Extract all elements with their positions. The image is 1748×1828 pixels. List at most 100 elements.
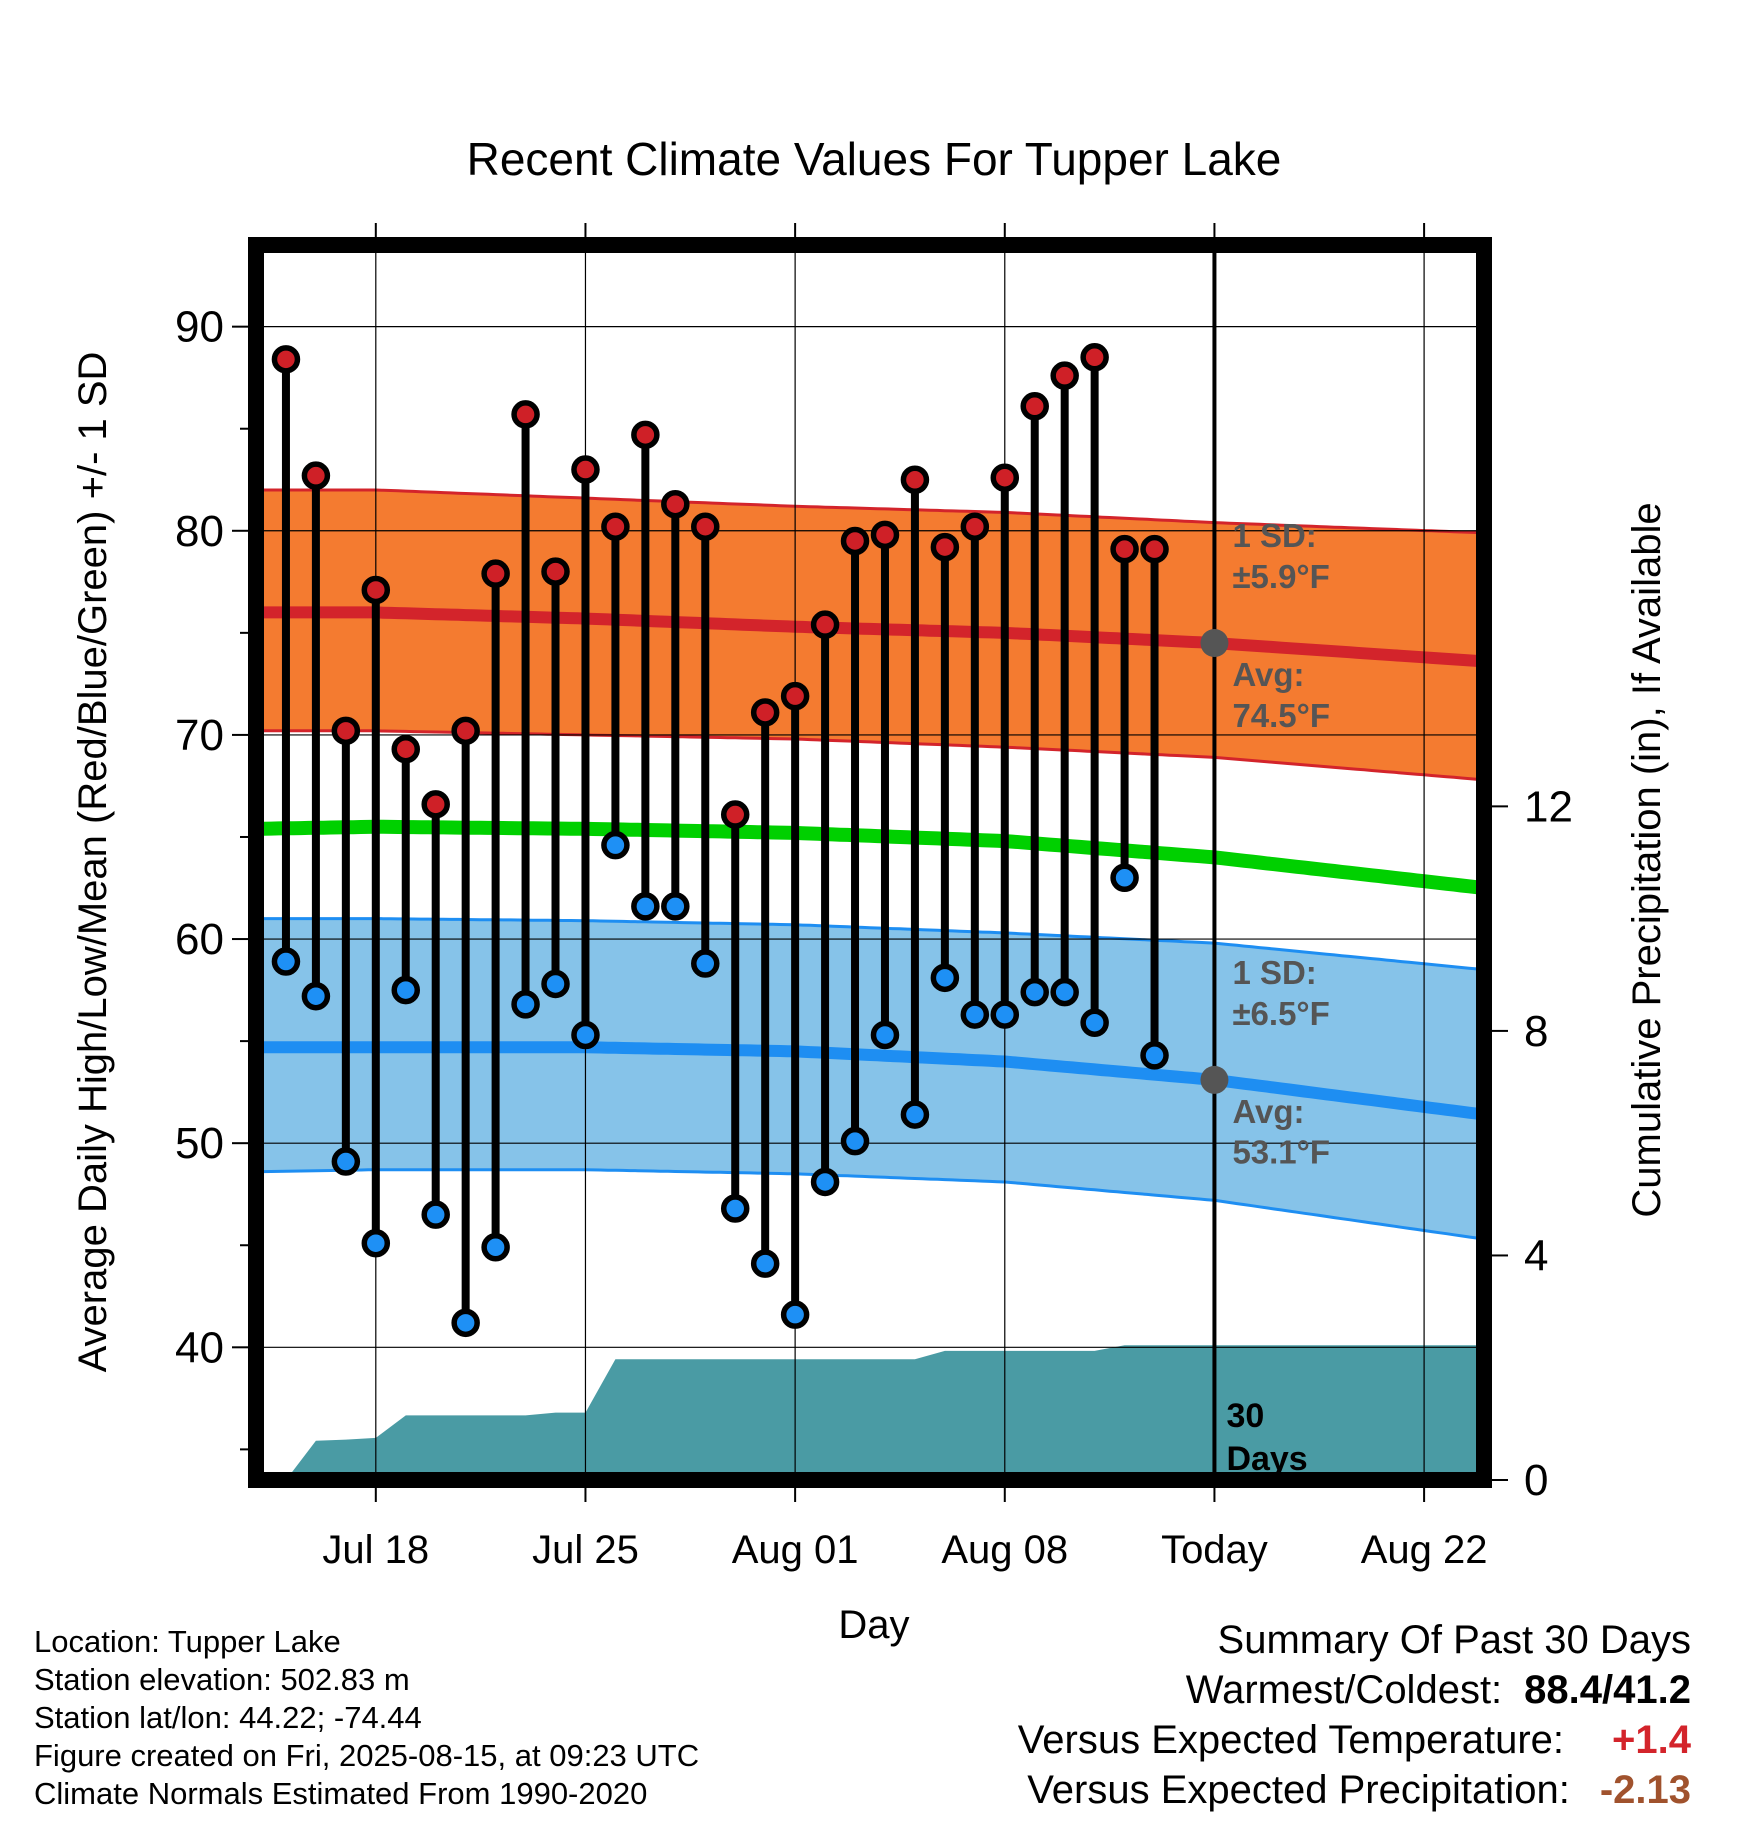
- low-dot: [840, 1126, 870, 1156]
- low-dot: [601, 830, 630, 860]
- mean-avg-line: [255, 819, 1485, 895]
- high-dot: [1140, 534, 1169, 564]
- plot-frame: [248, 237, 1492, 1488]
- low-dot: [451, 1308, 480, 1338]
- high-dot: [930, 532, 960, 562]
- low-dot: [391, 975, 421, 1005]
- low-dot: [1080, 1008, 1109, 1037]
- low-sd-band: [256, 918, 1484, 1240]
- low-dot: [571, 1020, 600, 1050]
- high-dot: [691, 512, 720, 541]
- precip-label: Versus Expected Precipitation:: [1027, 1768, 1570, 1812]
- low-dot: [1110, 863, 1139, 893]
- days-count: 30: [1226, 1397, 1264, 1435]
- y-tick-label: 50: [175, 1119, 224, 1168]
- high-dot: [960, 512, 990, 541]
- y2-tick-label: 8: [1524, 1007, 1548, 1056]
- summary-precip: Versus Expected Precipitation: -2.13: [1027, 1768, 1691, 1813]
- low-sd-band-lower-edge: [255, 1168, 1485, 1241]
- temp-value: +1.4: [1612, 1718, 1691, 1762]
- y2-tick-label: 12: [1524, 782, 1573, 831]
- low-dot: [870, 1020, 900, 1050]
- location-label: Location: Tupper Lake: [34, 1624, 341, 1659]
- y2-tick-label: 0: [1524, 1456, 1548, 1505]
- elevation-label: Station elevation: 502.83 m: [34, 1662, 410, 1697]
- y-tick-label: 70: [175, 711, 224, 760]
- x-tick-label: Jul 25: [532, 1528, 639, 1572]
- y-tick-label: 40: [175, 1323, 224, 1372]
- high-dot: [451, 716, 480, 746]
- low-sd-label: 1 SD:: [1232, 954, 1316, 991]
- low-dot: [691, 949, 720, 978]
- temp-label: Versus Expected Temperature:: [1017, 1718, 1565, 1762]
- low-dot: [331, 1147, 361, 1176]
- today-high-avg-marker: [1200, 629, 1229, 658]
- days-label: Days: [1226, 1440, 1307, 1478]
- high-dot: [810, 610, 840, 639]
- x-tick-label: Jul 18: [322, 1528, 429, 1572]
- x-tick-label: Aug 22: [1361, 1528, 1488, 1572]
- x-tick-label: Aug 01: [732, 1528, 859, 1572]
- high-sd-value: ±5.9°F: [1232, 558, 1329, 595]
- x-tick-label: Today: [1161, 1528, 1268, 1572]
- created-label: Figure created on Fri, 2025-08-15, at 09…: [34, 1738, 700, 1773]
- high-dot: [1020, 392, 1049, 421]
- low-dot: [541, 969, 570, 999]
- high-dot: [511, 400, 540, 429]
- latlon-label: Station lat/lon: 44.22; -74.44: [34, 1700, 422, 1735]
- low-dot: [780, 1300, 810, 1329]
- warm-cold-label: Warmest/Coldest:: [1185, 1668, 1503, 1712]
- chart-title: Recent Climate Values For Tupper Lake: [467, 133, 1282, 185]
- low-sd-band-upper-edge: [256, 917, 1485, 972]
- high-dot: [780, 681, 810, 711]
- high-dot: [720, 800, 750, 829]
- low-dot: [421, 1200, 450, 1229]
- low-dot: [990, 1000, 1020, 1029]
- today-low-avg-marker: [1200, 1065, 1229, 1094]
- high-dot: [840, 526, 870, 556]
- y-axis-title: Average Daily High/Low/Mean (Red/Blue/Gr…: [71, 352, 115, 1373]
- low-dot: [720, 1194, 750, 1223]
- high-dot: [661, 489, 690, 519]
- precip-value: -2.13: [1599, 1768, 1691, 1812]
- x-tick-label: Aug 08: [941, 1528, 1068, 1572]
- summary-title: Summary Of Past 30 Days: [1217, 1618, 1691, 1662]
- high-dot: [481, 559, 510, 588]
- high-dot: [631, 420, 660, 450]
- high-sd-band-upper-edge: [256, 488, 1485, 535]
- high-dot: [391, 734, 421, 764]
- low-dot: [481, 1233, 510, 1262]
- high-dot: [271, 345, 301, 374]
- high-dot: [541, 557, 570, 586]
- low-dot: [750, 1249, 780, 1278]
- low-avg-label: Avg:: [1232, 1093, 1304, 1130]
- y-tick-label: 90: [175, 303, 224, 352]
- low-dot: [511, 990, 540, 1019]
- high-dot: [1050, 361, 1079, 390]
- low-avg-value: 53.1°F: [1232, 1134, 1330, 1171]
- x-axis-title: Day: [838, 1603, 909, 1647]
- low-dot: [271, 947, 301, 976]
- high-dot: [1110, 534, 1139, 564]
- summary-warm-cold: Warmest/Coldest: 88.4/41.2: [1186, 1668, 1691, 1713]
- precip-area: [256, 1345, 1484, 1480]
- y-tick-label: 60: [175, 915, 224, 964]
- high-avg-label: Avg:: [1232, 656, 1304, 693]
- normals-label: Climate Normals Estimated From 1990-2020: [34, 1776, 648, 1811]
- low-avg-line: [256, 1041, 1485, 1121]
- low-dot: [631, 892, 660, 921]
- high-dot: [990, 463, 1020, 492]
- low-dot: [661, 892, 690, 921]
- high-avg-line: [256, 606, 1485, 668]
- low-dot: [361, 1228, 391, 1258]
- high-dot: [750, 698, 780, 727]
- high-dot: [601, 512, 630, 541]
- low-dot: [1020, 977, 1049, 1007]
- low-dot: [1050, 977, 1079, 1007]
- high-dot: [571, 455, 600, 484]
- low-sd-value: ±6.5°F: [1232, 995, 1329, 1032]
- annotations: 1 SD: ±5.9°F Avg: 74.5°F 1 SD: ±6.5°F Avg: 53.1…: [71, 303, 1669, 1647]
- daily-range-stems: [281, 357, 1159, 1323]
- high-sd-label: 1 SD:: [1232, 517, 1316, 554]
